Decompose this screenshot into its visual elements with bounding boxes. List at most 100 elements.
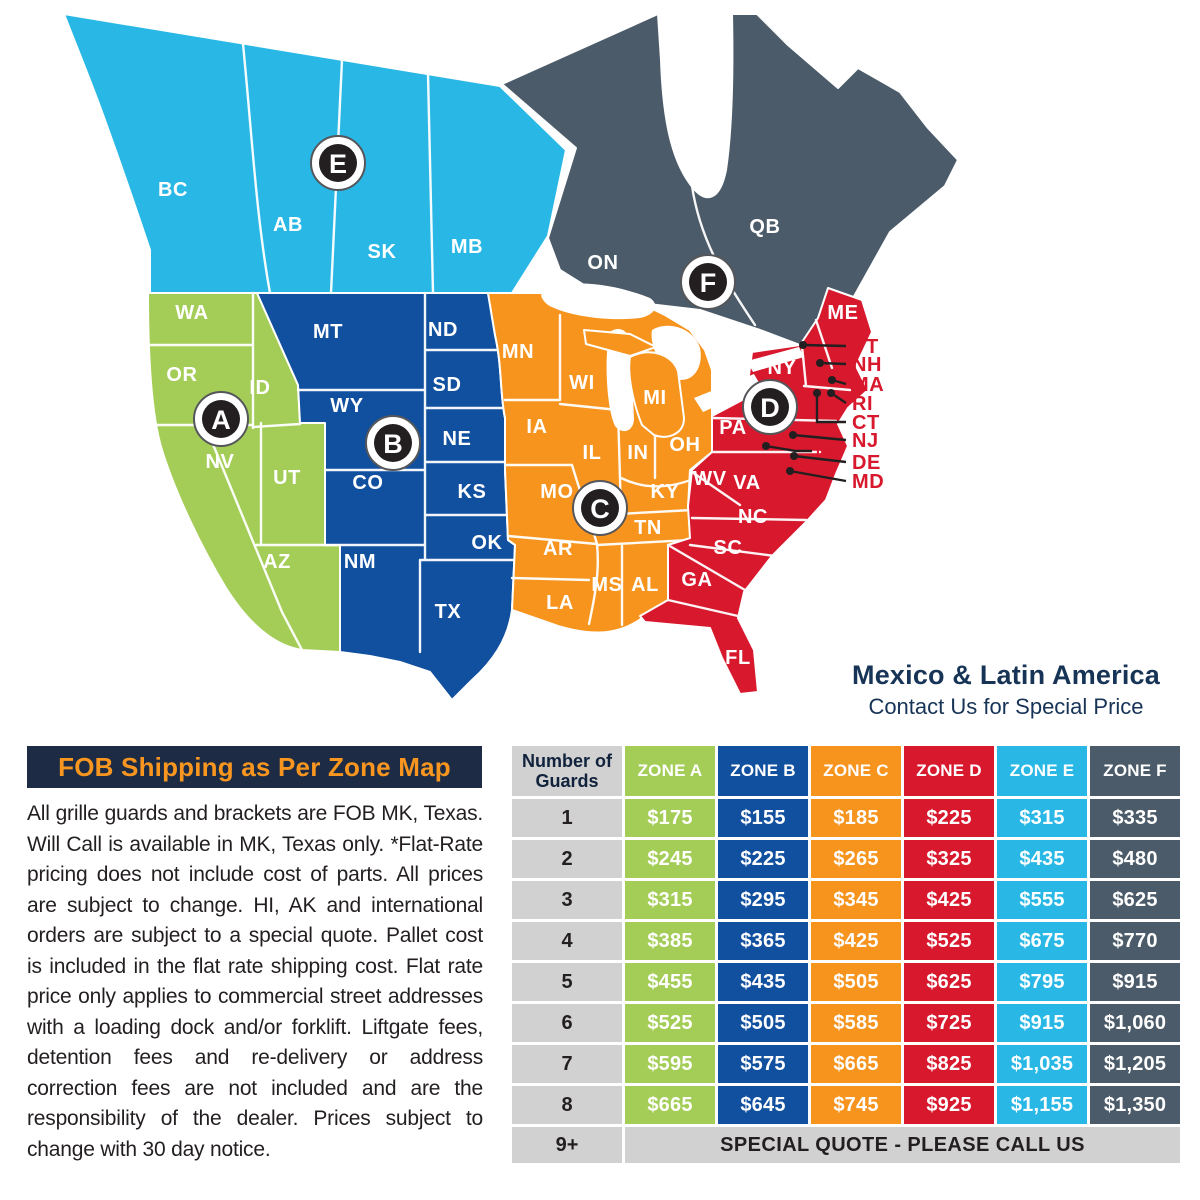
price-cell: $745 <box>811 1086 901 1124</box>
price-cell: $770 <box>1090 922 1180 960</box>
state-label-on: ON <box>587 252 618 274</box>
callout-dot-ma <box>828 376 836 384</box>
state-label-ab: AB <box>273 214 303 236</box>
price-cell: $245 <box>625 840 715 878</box>
zone-header-cell-d: ZONE D <box>904 746 994 796</box>
badge-letter: D <box>760 393 780 423</box>
callout-dot-nj <box>789 431 797 439</box>
price-cell: $725 <box>904 1004 994 1042</box>
state-label-pa: PA <box>719 417 747 439</box>
badge-disc <box>751 388 789 426</box>
state-label-nm: NM <box>344 551 376 573</box>
state-label-az: AZ <box>263 551 291 573</box>
callout-dot-vt <box>799 341 807 349</box>
table-corner-header: Number of Guards <box>512 746 622 796</box>
callout-line-ct <box>815 393 846 424</box>
state-label-tx: TX <box>435 601 462 623</box>
price-cell: $325 <box>904 840 994 878</box>
lake-erie <box>694 374 761 412</box>
callout-label-ct: CT <box>852 412 880 434</box>
price-cell: $315 <box>997 799 1087 837</box>
zone-header-cell-f: ZONE F <box>1090 746 1180 796</box>
badge-disc <box>581 489 619 527</box>
price-cell: $1,205 <box>1090 1045 1180 1083</box>
badge-letter: F <box>700 268 717 298</box>
price-cell: $525 <box>904 922 994 960</box>
zone-map: BC AB SK MB ON QB WA OR ID NV CA UT AZ MT ND SD WY NE CO KS… <box>63 13 959 701</box>
guards-count-cell: 5 <box>512 963 622 1001</box>
price-cell: $825 <box>904 1045 994 1083</box>
callout-line-de <box>793 454 847 464</box>
state-label-wv: WV <box>693 468 726 490</box>
zone-badge-b: B <box>365 415 421 471</box>
callout-line-dc <box>765 444 812 453</box>
state-label-ok: OK <box>471 532 502 554</box>
badge-disc <box>689 263 727 301</box>
mexico-note-title: Mexico & Latin America <box>852 660 1160 690</box>
state-label-wi: WI <box>569 372 595 394</box>
state-label-me: ME <box>827 302 858 324</box>
badge-disc <box>202 400 240 438</box>
price-cell: $345 <box>811 881 901 919</box>
price-cell: $225 <box>904 799 994 837</box>
badge-disc <box>319 144 357 182</box>
state-label-id: ID <box>249 377 270 399</box>
callout-label-ma: MA <box>852 374 884 396</box>
callout-line-nj <box>792 433 847 442</box>
price-cell: $1,060 <box>1090 1004 1180 1042</box>
shipping-info-title: FOB Shipping as Per Zone Map <box>58 751 451 782</box>
state-label-ms: MS <box>591 574 622 596</box>
zone-badge-d: D <box>742 379 798 435</box>
price-cell: $505 <box>718 1004 808 1042</box>
price-cell: $435 <box>997 840 1087 878</box>
callout-line-md <box>789 469 847 483</box>
mexico-note-subtitle: Contact Us for Special Price <box>868 694 1144 719</box>
state-label-nv: NV <box>206 451 235 473</box>
price-cell: $625 <box>904 963 994 1001</box>
price-cell: $915 <box>997 1004 1087 1042</box>
price-cell: $185 <box>811 799 901 837</box>
guards-count-cell: 1 <box>512 799 622 837</box>
price-cell: $315 <box>625 881 715 919</box>
price-cell: $335 <box>1090 799 1180 837</box>
price-cell: $675 <box>997 922 1087 960</box>
guards-count-cell-special: 9+ <box>512 1127 622 1163</box>
badge-disc <box>374 424 412 462</box>
price-cell: $480 <box>1090 840 1180 878</box>
callout-line-nh <box>819 361 847 366</box>
state-label-in: IN <box>627 442 648 464</box>
price-cell: $225 <box>718 840 808 878</box>
state-label-oh: OH <box>669 434 700 456</box>
callout-dot-dc <box>762 442 770 450</box>
callout-label-nh: NH <box>852 354 882 376</box>
state-label-nd: ND <box>428 319 458 341</box>
guards-count-cell: 2 <box>512 840 622 878</box>
callout-label-nj: NJ <box>852 430 879 452</box>
zone-d-region <box>639 287 873 695</box>
state-label-bc: BC <box>158 179 188 201</box>
price-cell: $555 <box>997 881 1087 919</box>
price-cell: $595 <box>625 1045 715 1083</box>
state-label-ga: GA <box>681 569 712 591</box>
price-cell: $585 <box>811 1004 901 1042</box>
price-cell: $645 <box>718 1086 808 1124</box>
mexico-latin-america-note: Mexico & Latin America Contact Us for Sp… <box>850 660 1162 720</box>
callout-dot-md <box>786 467 794 475</box>
state-label-qb: QB <box>749 216 780 238</box>
price-cell: $575 <box>718 1045 808 1083</box>
badge-letter: A <box>211 405 231 435</box>
state-label-ks: KS <box>458 481 487 503</box>
price-cell: $1,350 <box>1090 1086 1180 1124</box>
zone-header-cell-a: ZONE A <box>625 746 715 796</box>
price-cell: $435 <box>718 963 808 1001</box>
shipping-info-title-bar: FOB Shipping as Per Zone Map <box>27 746 482 788</box>
state-label-mn: MN <box>502 341 534 363</box>
lake-superior <box>541 283 656 320</box>
state-label-ny: NY <box>768 357 797 379</box>
guards-count-cell: 4 <box>512 922 622 960</box>
guards-count-cell: 3 <box>512 881 622 919</box>
state-label-mo: MO <box>540 481 573 503</box>
state-label-fl: FL <box>725 647 751 669</box>
